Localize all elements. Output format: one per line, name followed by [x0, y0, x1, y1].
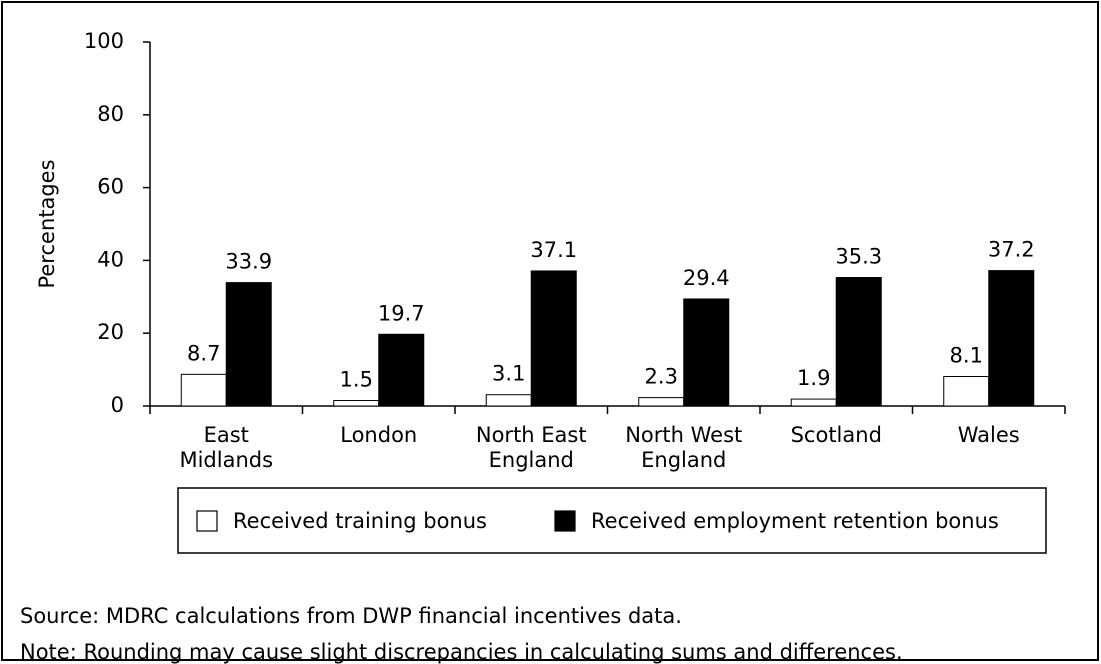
y-tick-label: 80 — [97, 102, 124, 126]
value-label: 35.3 — [835, 245, 882, 269]
value-label: 3.1 — [492, 362, 525, 386]
y-tick-label: 40 — [97, 247, 124, 271]
bar — [683, 298, 730, 407]
bar — [530, 270, 577, 407]
note: Note: Rounding may cause slight discrepa… — [20, 640, 903, 664]
value-label: 19.7 — [378, 301, 425, 325]
x-tick-label: Scotland — [790, 423, 882, 447]
bar — [225, 282, 272, 407]
y-tick-label: 60 — [97, 175, 124, 199]
legend-box — [177, 487, 1047, 554]
x-tick-label: Wales — [957, 423, 1020, 447]
legend-swatch — [554, 510, 576, 532]
bar — [835, 277, 882, 407]
y-tick-label: 0 — [111, 393, 124, 417]
bar — [790, 398, 837, 407]
y-tick-label: 100 — [84, 29, 124, 53]
value-label: 8.1 — [950, 344, 983, 368]
legend-label: Received training bonus — [233, 509, 487, 533]
bar — [988, 270, 1035, 407]
x-tick-label: London — [340, 423, 418, 447]
x-tick-label: North East England — [475, 423, 587, 472]
legend-label: Received employment retention bonus — [591, 509, 999, 533]
bar — [180, 373, 227, 407]
value-label: 1.9 — [797, 366, 830, 390]
value-label: 33.9 — [225, 250, 272, 274]
bar — [638, 397, 685, 407]
x-tick-label: North West England — [625, 423, 743, 472]
y-tick-label: 20 — [97, 320, 124, 344]
value-label: 37.2 — [988, 238, 1035, 262]
bar — [333, 400, 380, 407]
value-label: 29.4 — [683, 266, 730, 290]
value-label: 1.5 — [340, 368, 373, 392]
value-label: 2.3 — [645, 365, 678, 389]
legend-swatch — [196, 510, 218, 532]
value-label: 37.1 — [530, 238, 577, 262]
value-label: 8.7 — [187, 341, 220, 365]
x-tick-label: East Midlands — [179, 423, 274, 472]
bar — [378, 333, 425, 407]
y-axis-label: Percentages — [35, 159, 59, 288]
bar — [943, 376, 990, 407]
bar — [485, 394, 532, 407]
source: Source: MDRC calculations from DWP finan… — [20, 604, 682, 628]
